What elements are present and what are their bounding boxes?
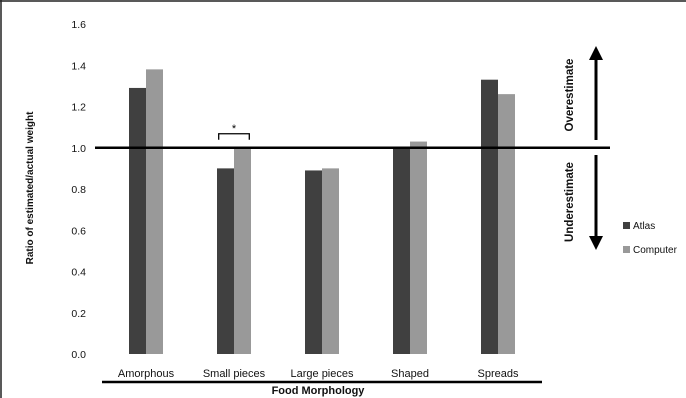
legend-swatch-atlas xyxy=(623,222,630,229)
significance-star: * xyxy=(232,123,237,135)
y-tick-label: 1.4 xyxy=(71,60,86,72)
y-tick-label: 1.0 xyxy=(71,143,86,155)
bars xyxy=(129,69,515,354)
significance-bracket: * xyxy=(218,123,250,140)
bar-computer-large-pieces xyxy=(322,168,339,354)
x-tick-label: Spreads xyxy=(478,368,519,380)
y-tick-label: 1.2 xyxy=(71,102,86,114)
y-axis-ticks: 0.0 0.2 0.4 0.6 0.8 1.0 1.2 1.4 1.6 xyxy=(71,19,86,361)
bar-computer-amorphous xyxy=(146,69,163,354)
bar-atlas-large-pieces xyxy=(305,170,322,354)
x-tick-label: Large pieces xyxy=(291,368,354,380)
x-axis-label: Food Morphology xyxy=(272,385,366,397)
y-tick-label: 0.2 xyxy=(71,308,86,320)
bar-atlas-spreads xyxy=(481,79,498,354)
underestimate-label: Underestimate xyxy=(564,162,576,242)
y-tick-label: 0.6 xyxy=(71,225,86,237)
bar-computer-small-pieces xyxy=(234,147,251,354)
y-tick-label: 0.8 xyxy=(71,184,86,196)
y-tick-label: 1.6 xyxy=(71,19,86,31)
bar-computer-spreads xyxy=(498,94,515,354)
y-tick-label: 0.4 xyxy=(71,267,86,279)
bar-atlas-shaped xyxy=(393,147,410,354)
x-axis-ticks: Amorphous Small pieces Large pieces Shaped S… xyxy=(118,368,519,380)
y-axis-label: Ratio of estimated/actual weight xyxy=(25,111,36,264)
bar-atlas-small-pieces xyxy=(217,168,234,354)
x-tick-label: Small pieces xyxy=(203,368,266,380)
bar-atlas-amorphous xyxy=(129,87,146,354)
bar-computer-shaped xyxy=(410,141,427,354)
underestimate-arrow-group: Underestimate xyxy=(564,155,603,250)
overestimate-label: Overestimate xyxy=(564,59,576,132)
legend-label-atlas: Atlas xyxy=(633,221,655,232)
x-tick-label: Amorphous xyxy=(118,368,175,380)
up-arrow-head xyxy=(589,46,603,60)
overestimate-arrow-group: Overestimate xyxy=(564,46,603,140)
x-tick-label: Shaped xyxy=(391,368,429,380)
legend-swatch-computer xyxy=(623,246,630,253)
down-arrow-head xyxy=(589,236,603,250)
y-tick-label: 0.0 xyxy=(71,349,86,361)
legend: Atlas Computer xyxy=(623,221,678,256)
legend-label-computer: Computer xyxy=(633,245,678,256)
bracket-line xyxy=(218,133,250,140)
